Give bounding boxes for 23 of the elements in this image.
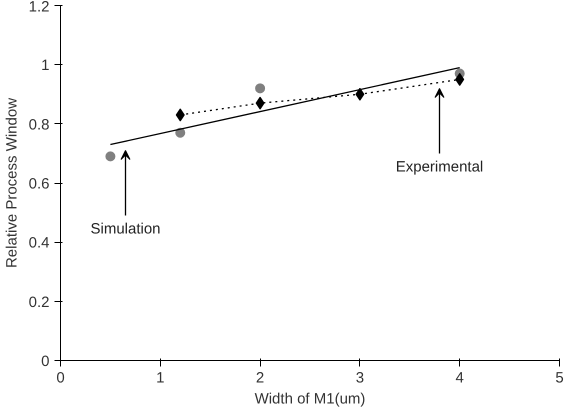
x-tick-label: 2	[256, 370, 264, 386]
x-axis-title: Width of M1(um)	[254, 390, 366, 408]
x-tick-label: 5	[555, 370, 564, 386]
x-tick-label: 3	[356, 370, 364, 386]
y-tick-label: 1	[41, 57, 50, 74]
annotation: Experimental	[396, 158, 484, 176]
y-axis-title: Relative Process Window	[4, 98, 21, 268]
y-tick-label: 1.2	[28, 0, 50, 16]
point	[176, 108, 185, 122]
point	[355, 88, 364, 101]
point	[256, 96, 265, 110]
x-tick-label: 4	[456, 370, 464, 386]
annotation: Simulation	[90, 220, 161, 238]
y-tick-label: 0.4	[28, 234, 50, 252]
y-tick-label: 0.2	[28, 294, 50, 311]
x-tick-label: 0	[56, 370, 65, 386]
y-tick-label: 0.8	[28, 116, 50, 134]
point	[105, 151, 116, 162]
point	[255, 83, 266, 94]
point	[455, 72, 464, 86]
x-tick-label: 1	[156, 370, 164, 386]
y-tick-label: 0.6	[28, 176, 50, 192]
y-tick-label: 0	[41, 353, 50, 370]
